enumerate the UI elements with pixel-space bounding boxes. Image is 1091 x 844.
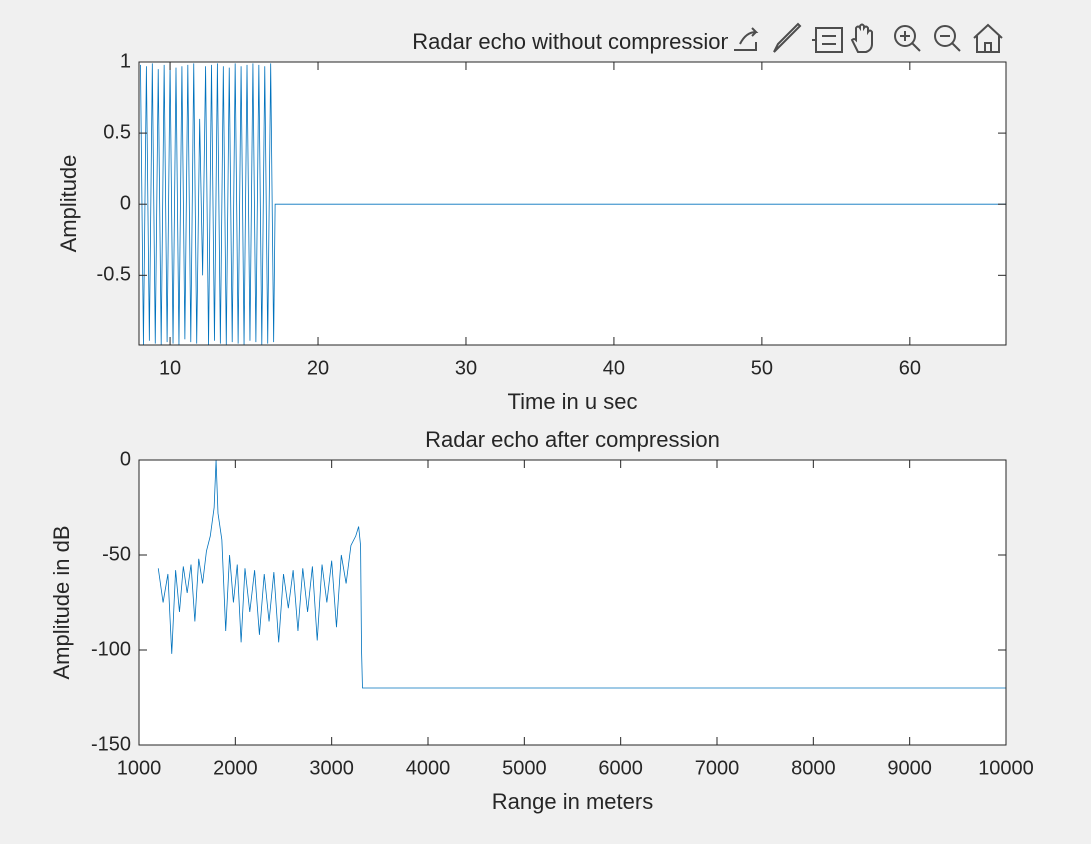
home-icon[interactable] [973,23,1003,53]
y-tick-label: 0.5 [103,121,131,143]
axes-box [138,61,1007,346]
zoom-in-glyph[interactable] [900,31,921,52]
y-axis-label: Amplitude [56,155,81,253]
x-tick-label: 1000 [117,757,162,779]
y-tick-label: 0 [120,448,131,470]
y-tick-label: 0 [120,192,131,214]
x-axis-label: Time in u sec [507,389,637,414]
pan-icon[interactable] [850,23,873,53]
x-tick-label: 8000 [791,757,836,779]
x-tick-label: 3000 [309,757,354,779]
brush-icon[interactable] [773,22,802,53]
data-line [140,63,1006,345]
x-tick-label: 20 [307,357,329,379]
x-tick-label: 4000 [406,757,451,779]
x-tick-label: 7000 [695,757,740,779]
axes-background [139,62,1006,345]
x-axis-label: Range in meters [492,789,653,814]
y-axis-label: Amplitude in dB [49,525,74,679]
chart-title: Radar echo after compression [425,427,720,452]
datatip-icon[interactable] [812,27,843,53]
axes-box [138,459,1007,746]
zoom-out-glyph[interactable] [940,35,961,52]
axes-toolbar[interactable] [728,20,1008,60]
x-tick-label: 2000 [213,757,258,779]
zoom-out-icon[interactable] [934,25,956,47]
x-tick-label: 30 [455,357,477,379]
toolbar-background [728,20,1008,60]
axes-background [139,460,1006,745]
y-tick-label: -0.5 [97,264,131,286]
y-tick-label: -100 [91,638,131,660]
chart-title: Radar echo without compression [412,29,732,54]
x-tick-label: 10 [159,357,181,379]
y-tick-label: 1 [120,50,131,72]
y-tick-label: -50 [102,543,131,565]
x-tick-label: 10000 [978,757,1034,779]
x-tick-label: 50 [751,357,773,379]
data-line [157,460,1006,689]
x-tick-label: 5000 [502,757,547,779]
y-tick-label: -150 [91,733,131,755]
x-tick-label: 40 [603,357,625,379]
export-icon[interactable] [734,27,759,51]
x-tick-label: 60 [899,357,921,379]
zoom-in-icon[interactable] [894,25,916,47]
plot-area: 10 20 30 40 50 60 -0.5 0 0.5 1 Radar echo without … [49,29,1034,814]
x-tick-label: 6000 [598,757,643,779]
x-tick-label: 9000 [887,757,932,779]
